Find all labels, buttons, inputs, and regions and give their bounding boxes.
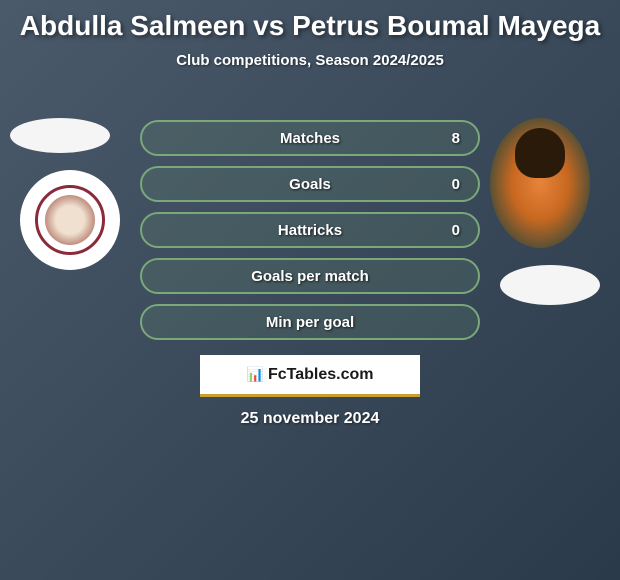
team-right-placeholder [500,265,600,305]
stat-row: Hattricks 0 [140,212,480,248]
stat-label: Goals [289,176,331,193]
player-left-placeholder [10,118,110,153]
stat-label: Matches [280,130,340,147]
generation-date: 25 november 2024 [0,410,620,428]
team-left-logo [20,170,120,270]
player-right-photo [490,118,590,248]
stat-label: Min per goal [266,314,354,331]
stat-row: Goals 0 [140,166,480,202]
stat-value: 8 [452,130,460,147]
stat-label: Hattricks [278,222,342,239]
chart-icon: 📊 [247,366,264,383]
brand-text: FcTables.com [268,366,374,384]
stat-value: 0 [452,222,460,239]
comparison-title: Abdulla Salmeen vs Petrus Boumal Mayega [0,0,620,42]
stat-row: Matches 8 [140,120,480,156]
stat-row: Goals per match [140,258,480,294]
comparison-subtitle: Club competitions, Season 2024/2025 [0,52,620,69]
stat-value: 0 [452,176,460,193]
brand-watermark: 📊 FcTables.com [200,355,420,397]
stat-row: Min per goal [140,304,480,340]
club-logo-icon [35,185,105,255]
stats-container: Matches 8 Goals 0 Hattricks 0 Goals per … [140,120,480,350]
stat-label: Goals per match [251,268,369,285]
